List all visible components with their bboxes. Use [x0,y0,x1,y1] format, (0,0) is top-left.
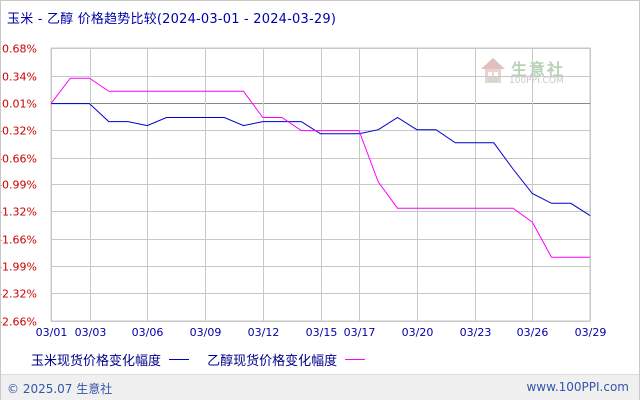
x-tick-label: 03/01 [36,326,68,339]
legend-label-ethanol: 乙醇现货价格变化幅度 [207,354,338,369]
y-tick-label: -1.32% [1,206,37,219]
x-tick-label: 03/23 [460,326,492,339]
y-tick-label: -1.66% [1,234,37,247]
x-tick-label: 03/15 [306,326,338,339]
series-line-corn [51,103,591,217]
x-tick-label: 03/12 [248,326,280,339]
footer-copyright: © 2025.07 生意社 [7,382,113,396]
watermark-url: 100PPI.COM [509,76,564,86]
watermark-name: 生意社 [511,60,566,79]
footer-site-link[interactable]: www.100PPI.com [526,380,629,394]
legend-swatch-ethanol [345,359,366,360]
legend-label-corn: 玉米现货价格变化幅度 [31,354,162,369]
x-tick-label: 03/29 [575,326,607,339]
legend-swatch-corn [169,359,190,360]
x-tick-label: 03/03 [75,326,107,339]
y-tick-label: -0.66% [1,153,37,166]
y-tick-label: -2.66% [1,316,37,329]
x-tick-label: 03/06 [132,326,164,339]
y-tick-label: -0.32% [1,125,37,138]
y-tick-label: -1.99% [1,261,37,274]
watermark: 生意社 100PPI.COM [479,56,579,92]
x-tick-label: 03/17 [344,326,376,339]
house-logo-icon [481,58,505,83]
footer-bar: © 2025.07 生意社 www.100PPI.com [1,374,639,400]
y-tick-label: -0.99% [1,179,37,192]
chart-title: 玉米 - 乙醇 价格趋势比较(2024-03-01 - 2024-03-29) [7,12,337,27]
legend-item-corn: 玉米现货价格变化幅度 [31,350,190,369]
x-tick-label: 03/26 [517,326,549,339]
x-tick-label: 03/20 [402,326,434,339]
legend-item-ethanol: 乙醇现货价格变化幅度 [207,350,366,369]
series-line-ethanol [50,77,590,258]
x-tick-label: 03/09 [190,326,222,339]
y-tick-label: 0.68% [2,43,37,56]
y-tick-label: 0.34% [2,71,37,84]
legend: 玉米现货价格变化幅度 乙醇现货价格变化幅度 [31,350,379,369]
y-tick-label: -2.32% [1,288,37,301]
line-chart: 0.68% 0.34% 0.01% -0.32% -0.66% -0.99% -1.32% -… [1,43,607,340]
y-tick-label: 0.01% [2,98,37,111]
